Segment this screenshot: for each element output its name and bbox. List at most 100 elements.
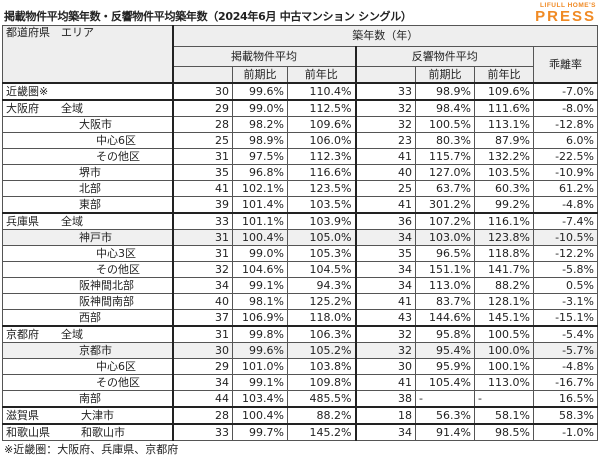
gap-rate-cell: -4.8% — [533, 196, 598, 214]
prefecture-label: 京都府 — [6, 327, 39, 341]
gap-rate-cell: -15.1% — [533, 309, 598, 327]
response-yoy-cell: 109.6% — [474, 82, 534, 101]
logo-small-text: LIFULL HOME'S — [540, 2, 596, 9]
header-response-blank — [354, 66, 416, 84]
response-qoq-cell: 103.0% — [415, 229, 475, 246]
table-row: 京都市 30 99.6% 105.2% 32 95.4% 100.0% -5.7% — [2, 342, 598, 359]
listed-age-cell: 44 — [171, 390, 233, 408]
listed-age-cell: 33 — [171, 212, 233, 230]
listed-qoq-cell: 103.4% — [232, 390, 288, 408]
listed-qoq-cell: 100.4% — [232, 229, 288, 246]
listed-qoq-cell: 96.8% — [232, 164, 288, 181]
gap-rate-cell: -4.8% — [533, 358, 598, 375]
table-row: 東部 39 101.4% 103.5% 41 301.2% 99.2% -4.8% — [2, 196, 598, 214]
table-row: 和歌山県 和歌山市 33 99.7% 145.2% 34 91.4% 98.5% -1.0% — [2, 423, 598, 441]
gap-rate-cell: -7.4% — [533, 212, 598, 230]
table-row: 大阪市 28 98.2% 109.6% 32 100.5% 113.1% -12.8% — [2, 116, 598, 133]
response-age-cell: 34 — [354, 229, 416, 246]
listed-age-cell: 35 — [171, 164, 233, 181]
gap-rate-cell: 16.5% — [533, 390, 598, 408]
gap-rate-cell: -22.5% — [533, 148, 598, 165]
area-cell: 中心6区 — [2, 132, 173, 149]
area-cell: 東部 — [2, 196, 173, 214]
response-age-cell: 23 — [354, 132, 416, 149]
response-age-cell: 41 — [354, 374, 416, 391]
area-cell: その他区 — [2, 261, 173, 278]
response-yoy-cell: 87.9% — [474, 132, 534, 149]
listed-age-cell: 31 — [171, 148, 233, 165]
listed-qoq-cell: 99.7% — [232, 423, 288, 441]
listed-yoy-cell: 125.2% — [287, 293, 356, 310]
response-yoy-cell: 113.1% — [474, 116, 534, 133]
listed-yoy-cell: 105.2% — [287, 342, 356, 359]
gap-rate-cell: 58.3% — [533, 406, 598, 425]
header-listed-avg: 掲載物件平均 — [171, 46, 356, 67]
listed-yoy-cell: 88.2% — [287, 406, 356, 425]
response-age-cell: 36 — [354, 212, 416, 230]
response-yoy-cell: 99.2% — [474, 196, 534, 214]
listed-qoq-cell: 98.2% — [232, 116, 288, 133]
area-label: 中心6区 — [96, 359, 136, 373]
response-age-cell: 18 — [354, 406, 416, 425]
response-qoq-cell: 91.4% — [415, 423, 475, 441]
area-label: 全域 — [61, 101, 83, 115]
listed-yoy-cell: 112.3% — [287, 148, 356, 165]
area-label: 中心6区 — [96, 133, 136, 147]
area-label: その他区 — [96, 262, 140, 276]
listed-age-cell: 28 — [171, 116, 233, 133]
gap-rate-cell: -10.5% — [533, 229, 598, 246]
listed-qoq-cell: 98.1% — [232, 293, 288, 310]
listed-yoy-cell: 118.0% — [287, 309, 356, 327]
area-label: 全域 — [61, 214, 83, 228]
response-age-cell: 41 — [354, 293, 416, 310]
header-response-avg: 反響物件平均 — [354, 46, 534, 67]
footnote: ※近畿圏：大阪府、兵庫県、京都府 — [4, 443, 179, 456]
listed-age-cell: 39 — [171, 196, 233, 214]
table-row: 中心6区 25 98.9% 106.0% 23 80.3% 87.9% 6.0% — [2, 132, 598, 149]
area-cell: 大阪府 全域 — [2, 99, 173, 117]
listed-yoy-cell: 116.6% — [287, 164, 356, 181]
table-row: その他区 31 97.5% 112.3% 41 115.7% 132.2% -22.5% — [2, 148, 598, 165]
table-row: 西部 37 106.9% 118.0% 43 144.6% 145.1% -15.1% — [2, 309, 598, 327]
listed-age-cell: 40 — [171, 293, 233, 310]
header-area: 都道府県 エリア — [2, 25, 173, 84]
table-row: 南部 44 103.4% 485.5% 38- -16.5% — [2, 390, 598, 408]
area-label: 阪神間北部 — [79, 278, 134, 292]
response-qoq-cell: 115.7% — [415, 148, 475, 165]
area-label: 南部 — [79, 391, 101, 405]
table-row: 近畿圏※ 30 99.6% 110.4% 33 98.9% 109.6% -7.0% — [2, 82, 598, 101]
listed-age-cell: 29 — [171, 99, 233, 117]
listed-qoq-cell: 100.4% — [232, 406, 288, 425]
response-yoy-cell: 98.5% — [474, 423, 534, 441]
response-yoy-cell: 141.7% — [474, 261, 534, 278]
listed-qoq-cell: 101.0% — [232, 358, 288, 375]
response-yoy-cell: 123.8% — [474, 229, 534, 246]
gap-rate-cell: -3.1% — [533, 293, 598, 310]
area-label: 北部 — [79, 181, 101, 195]
area-cell: 中心6区 — [2, 358, 173, 375]
response-age-cell: 41 — [354, 148, 416, 165]
response-yoy-cell: 100.1% — [474, 358, 534, 375]
response-qoq-cell: 56.3% — [415, 406, 475, 425]
response-qoq-cell: 98.9% — [415, 82, 475, 101]
response-qoq-cell: 151.1% — [415, 261, 475, 278]
gap-rate-cell: -12.2% — [533, 245, 598, 262]
response-qoq-cell: 96.5% — [415, 245, 475, 262]
response-yoy-cell: 128.1% — [474, 293, 534, 310]
gap-rate-cell: -5.7% — [533, 342, 598, 359]
area-cell: 滋賀県 大津市 — [2, 406, 173, 425]
area-cell: 近畿圏※ — [2, 82, 173, 101]
listed-yoy-cell: 106.3% — [287, 325, 356, 343]
listed-qoq-cell: 99.6% — [232, 82, 288, 101]
listed-qoq-cell: 99.0% — [232, 99, 288, 117]
listed-age-cell: 37 — [171, 309, 233, 327]
table-row: 北部 41 102.1% 123.5% 25 63.7% 60.3% 61.2% — [2, 180, 598, 197]
area-cell: 阪神間北部 — [2, 277, 173, 294]
listed-age-cell: 31 — [171, 245, 233, 262]
response-yoy-cell: - — [474, 390, 534, 408]
response-qoq-cell: 95.9% — [415, 358, 475, 375]
listed-yoy-cell: 112.5% — [287, 99, 356, 117]
gap-rate-cell: 0.5% — [533, 277, 598, 294]
title-bar: 掲載物件平均築年数・反響物件平均築年数（2024年6月 中古マンション シングル… — [0, 0, 600, 25]
area-cell: その他区 — [2, 148, 173, 165]
